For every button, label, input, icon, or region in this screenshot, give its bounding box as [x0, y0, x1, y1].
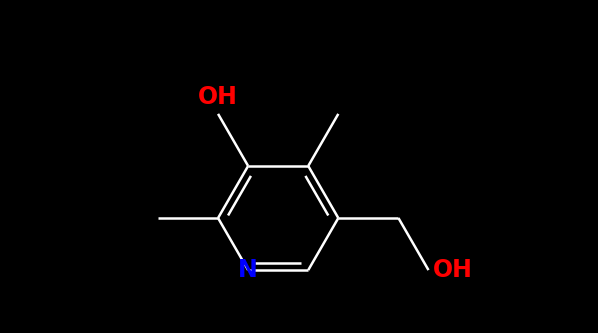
Text: N: N [238, 258, 258, 282]
Text: OH: OH [198, 85, 238, 109]
Text: OH: OH [433, 258, 473, 282]
